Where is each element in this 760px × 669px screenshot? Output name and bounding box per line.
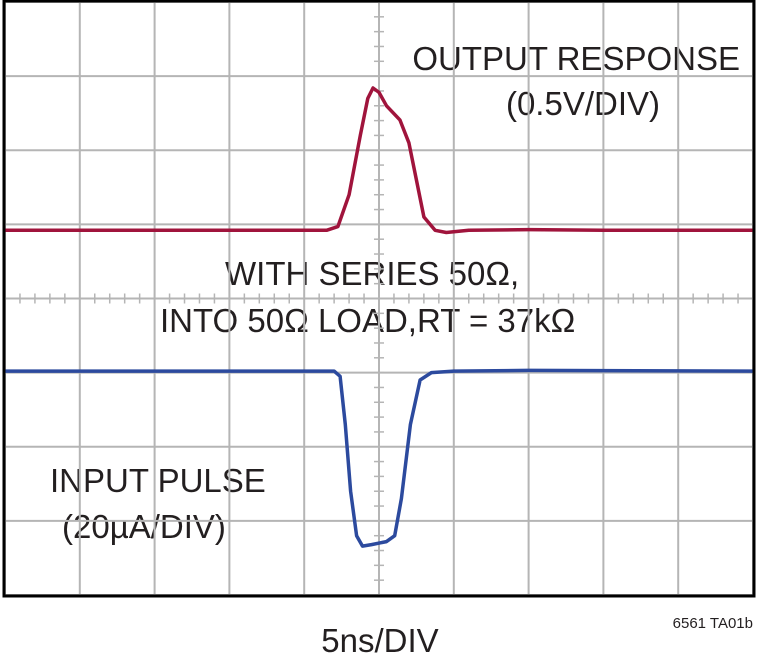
x-axis-label: 5ns/DIV	[321, 622, 438, 659]
annotation: (0.5V/DIV)	[506, 85, 660, 122]
annotation: WITH SERIES 50Ω,	[225, 255, 519, 292]
figure-id: 6561 TA01b	[673, 615, 753, 632]
annotation: INPUT PULSE	[50, 462, 266, 499]
annotation: OUTPUT RESPONSE	[412, 40, 740, 77]
annotation: INTO 50Ω LOAD,RT = 37kΩ	[160, 302, 575, 339]
plot-frame	[2, 0, 756, 598]
trace	[5, 86, 753, 235]
trace	[5, 368, 754, 548]
annotation: (20µA/DIV)	[62, 508, 226, 545]
